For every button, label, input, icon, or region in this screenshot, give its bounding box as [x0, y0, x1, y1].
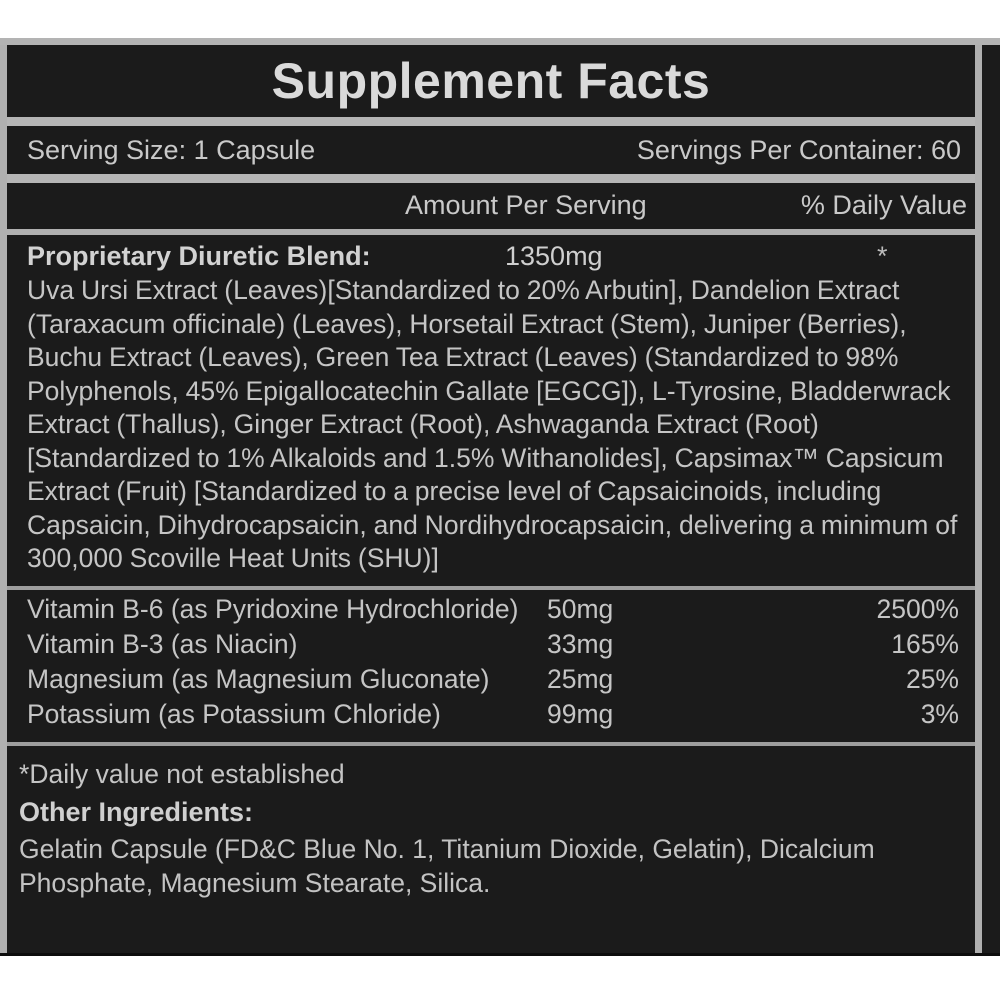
divider-below-column-headers: [7, 229, 975, 235]
nutrient-table: Vitamin B-6 (as Pyridoxine Hydrochloride…: [7, 590, 975, 742]
nutrient-daily-value: 165%: [891, 628, 959, 659]
nutrient-amount: 99mg: [547, 698, 614, 729]
divider-below-serving-info: [7, 174, 975, 183]
table-row: Magnesium (as Magnesium Gluconate) 25mg …: [27, 664, 967, 699]
proprietary-blend-name: Proprietary Diuretic Blend:: [27, 241, 371, 271]
table-row: Potassium (as Potassium Chloride) 99mg 3…: [27, 699, 967, 734]
serving-size-text: Serving Size: 1 Capsule: [27, 134, 316, 165]
proprietary-blend-amount: 1350mg: [505, 241, 603, 271]
servings-per-container-text: Servings Per Container: 60: [636, 134, 961, 165]
table-row: Vitamin B-6 (as Pyridoxine Hydrochloride…: [27, 594, 967, 629]
column-header-amount-per-serving: Amount Per Serving: [405, 190, 647, 220]
divider-below-title: [7, 117, 975, 126]
nutrient-daily-value: 2500%: [876, 593, 959, 624]
divider-above-nutrients: [7, 585, 975, 590]
daily-value-footnote: *Daily value not established: [19, 758, 345, 789]
title-band: Supplement Facts: [7, 45, 975, 117]
proprietary-blend-ingredients: Uva Ursi Extract (Leaves)[Standardized t…: [27, 275, 958, 573]
nutrient-daily-value: 25%: [905, 663, 959, 694]
proprietary-blend-daily-value: *: [877, 241, 888, 271]
table-row: Vitamin B-3 (as Niacin) 33mg 165%: [27, 629, 967, 664]
supplement-facts-panel: Supplement Facts Serving Size: 1 Capsule…: [0, 38, 1000, 956]
column-header-row: Amount Per Serving % Daily Value: [7, 183, 975, 229]
nutrient-amount: 33mg: [547, 628, 614, 659]
column-header-daily-value: % Daily Value: [800, 190, 967, 220]
page-title: Supplement Facts: [271, 53, 711, 109]
panel-left-border: [0, 45, 7, 953]
nutrient-amount: 25mg: [547, 663, 614, 694]
supplement-facts-content: Supplement Facts Serving Size: 1 Capsule…: [7, 45, 975, 953]
nutrient-daily-value: 3%: [920, 698, 959, 729]
nutrient-name: Magnesium (as Magnesium Gluconate): [27, 663, 490, 694]
nutrient-amount: 50mg: [547, 593, 614, 624]
nutrient-name: Potassium (as Potassium Chloride): [27, 698, 441, 729]
proprietary-blend-header-row: Proprietary Diuretic Blend: 1350mg *: [27, 241, 967, 274]
serving-info-row: Serving Size: 1 Capsule Servings Per Con…: [7, 126, 975, 174]
divider-below-nutrients: [7, 741, 975, 746]
panel-right-border: [975, 45, 982, 953]
proprietary-blend-section: Proprietary Diuretic Blend: 1350mg * Uva…: [7, 235, 975, 586]
nutrient-name: Vitamin B-3 (as Niacin): [27, 628, 298, 659]
other-ingredients-body: Gelatin Capsule (FD&C Blue No. 1, Titani…: [19, 833, 875, 898]
footer-section: *Daily value not established Other Ingre…: [7, 746, 975, 900]
nutrient-name: Vitamin B-6 (as Pyridoxine Hydrochloride…: [27, 593, 519, 624]
other-ingredients-heading: Other Ingredients:: [19, 796, 254, 827]
